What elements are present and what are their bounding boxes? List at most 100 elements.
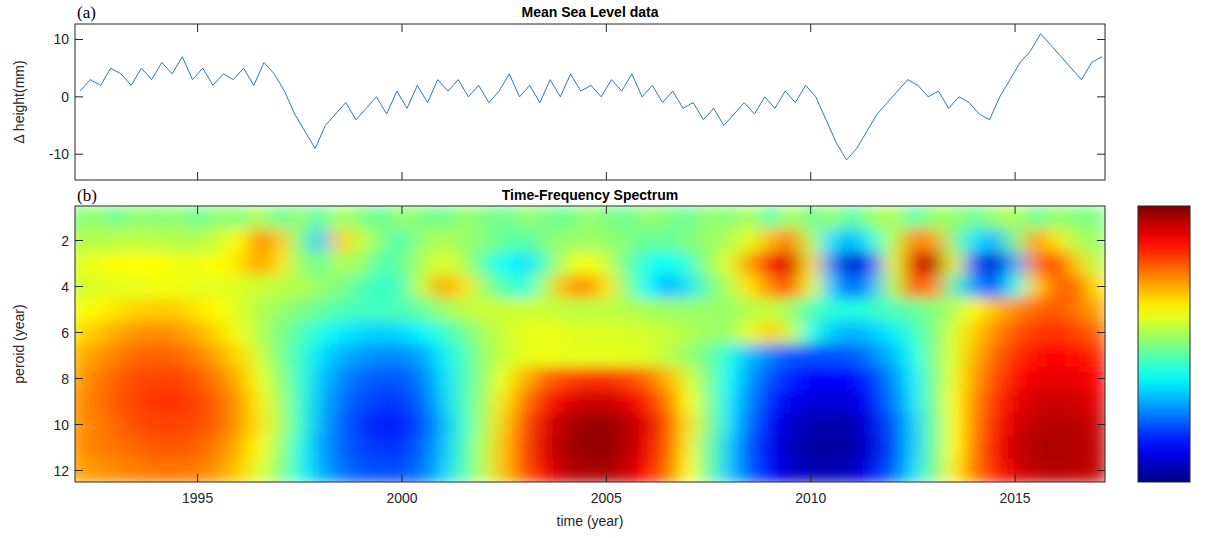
y-tick-label: 10 [53, 31, 69, 47]
heat-cell [535, 367, 556, 391]
heat-cell [617, 344, 638, 368]
heat-cell [249, 390, 270, 414]
heat-cell [903, 390, 924, 414]
heat-cell [964, 344, 985, 368]
heat-cell [269, 229, 290, 253]
heat-cell [494, 252, 515, 276]
heat-cell [290, 321, 311, 345]
heat-cell [249, 367, 270, 391]
heat-cell [126, 390, 147, 414]
heat-cell [535, 298, 556, 322]
heat-cell [147, 252, 168, 276]
heat-cell [923, 413, 944, 437]
heat-cell [596, 436, 617, 460]
heat-cell [964, 298, 985, 322]
plot-frame [75, 206, 1105, 482]
heat-cell [392, 206, 413, 230]
heat-cell [719, 367, 740, 391]
heat-cell [719, 321, 740, 345]
heat-cell [576, 298, 597, 322]
heat-cell [433, 252, 454, 276]
heat-cell [453, 321, 474, 345]
heat-cell [433, 390, 454, 414]
heat-cell [637, 252, 658, 276]
heat-cell [882, 367, 903, 391]
heat-cell [1005, 344, 1026, 368]
heat-cell [576, 436, 597, 460]
heat-cell [187, 344, 208, 368]
heat-cell [269, 367, 290, 391]
x-tick [197, 24, 198, 32]
heat-cell [1066, 413, 1087, 437]
heat-cell [862, 367, 883, 391]
heat-cell [412, 206, 433, 230]
heat-cell [698, 436, 719, 460]
heat-cell [739, 459, 760, 482]
y-tick [75, 286, 83, 287]
heat-cell [106, 459, 127, 482]
heat-cell [228, 436, 249, 460]
heat-cell [433, 436, 454, 460]
heat-cell [290, 206, 311, 230]
heat-cell [719, 436, 740, 460]
heat-cell [126, 459, 147, 482]
heat-cell [228, 252, 249, 276]
heat-cell [739, 436, 760, 460]
x-tick [1015, 172, 1016, 180]
heat-cell [801, 206, 822, 230]
heat-cell [310, 229, 331, 253]
heat-cell [698, 344, 719, 368]
heat-cell [269, 390, 290, 414]
heat-cell [228, 413, 249, 437]
heat-cell [330, 229, 351, 253]
heat-cell [392, 275, 413, 299]
heat-cell [678, 413, 699, 437]
heat-cell [1066, 206, 1087, 230]
figure: -10010Mean Sea Level data(a)Δ height(mm)… [0, 0, 1221, 538]
heat-cell [330, 344, 351, 368]
heat-cell [657, 321, 678, 345]
heat-cell [535, 229, 556, 253]
heat-cell [412, 298, 433, 322]
heat-cell [719, 459, 740, 482]
y-tick [75, 240, 83, 241]
heat-cell [392, 390, 413, 414]
heat-cell [453, 367, 474, 391]
heat-cell [167, 298, 188, 322]
heat-cell [453, 298, 474, 322]
heat-cell [371, 206, 392, 230]
heat-cell [984, 344, 1005, 368]
heat-cell [617, 413, 638, 437]
heat-cell [1046, 275, 1067, 299]
heat-cell [576, 390, 597, 414]
heat-cell [576, 206, 597, 230]
heat-cell [392, 321, 413, 345]
heat-cell [657, 275, 678, 299]
heat-cell [494, 459, 515, 482]
heat-cell [1025, 229, 1046, 253]
heat-cell [984, 275, 1005, 299]
heat-cell [1025, 321, 1046, 345]
heat-cell [678, 206, 699, 230]
heat-cell [821, 436, 842, 460]
heat-cell [841, 459, 862, 482]
heat-cell [85, 344, 106, 368]
heat-cell [412, 436, 433, 460]
heat-cell [903, 321, 924, 345]
heat-cell [637, 367, 658, 391]
y-tick-label: -10 [49, 146, 69, 162]
heat-cell [474, 390, 495, 414]
heat-cell [1066, 390, 1087, 414]
heat-cell [290, 459, 311, 482]
heat-cell [801, 275, 822, 299]
y-tick-label: 10 [53, 417, 69, 433]
heat-cell [596, 321, 617, 345]
heat-cell [1025, 252, 1046, 276]
heat-cell [821, 252, 842, 276]
heat-cell [739, 321, 760, 345]
heat-cell [494, 275, 515, 299]
heat-cell [760, 229, 781, 253]
heat-cell [821, 413, 842, 437]
x-tick [401, 474, 402, 482]
heat-cell [187, 436, 208, 460]
